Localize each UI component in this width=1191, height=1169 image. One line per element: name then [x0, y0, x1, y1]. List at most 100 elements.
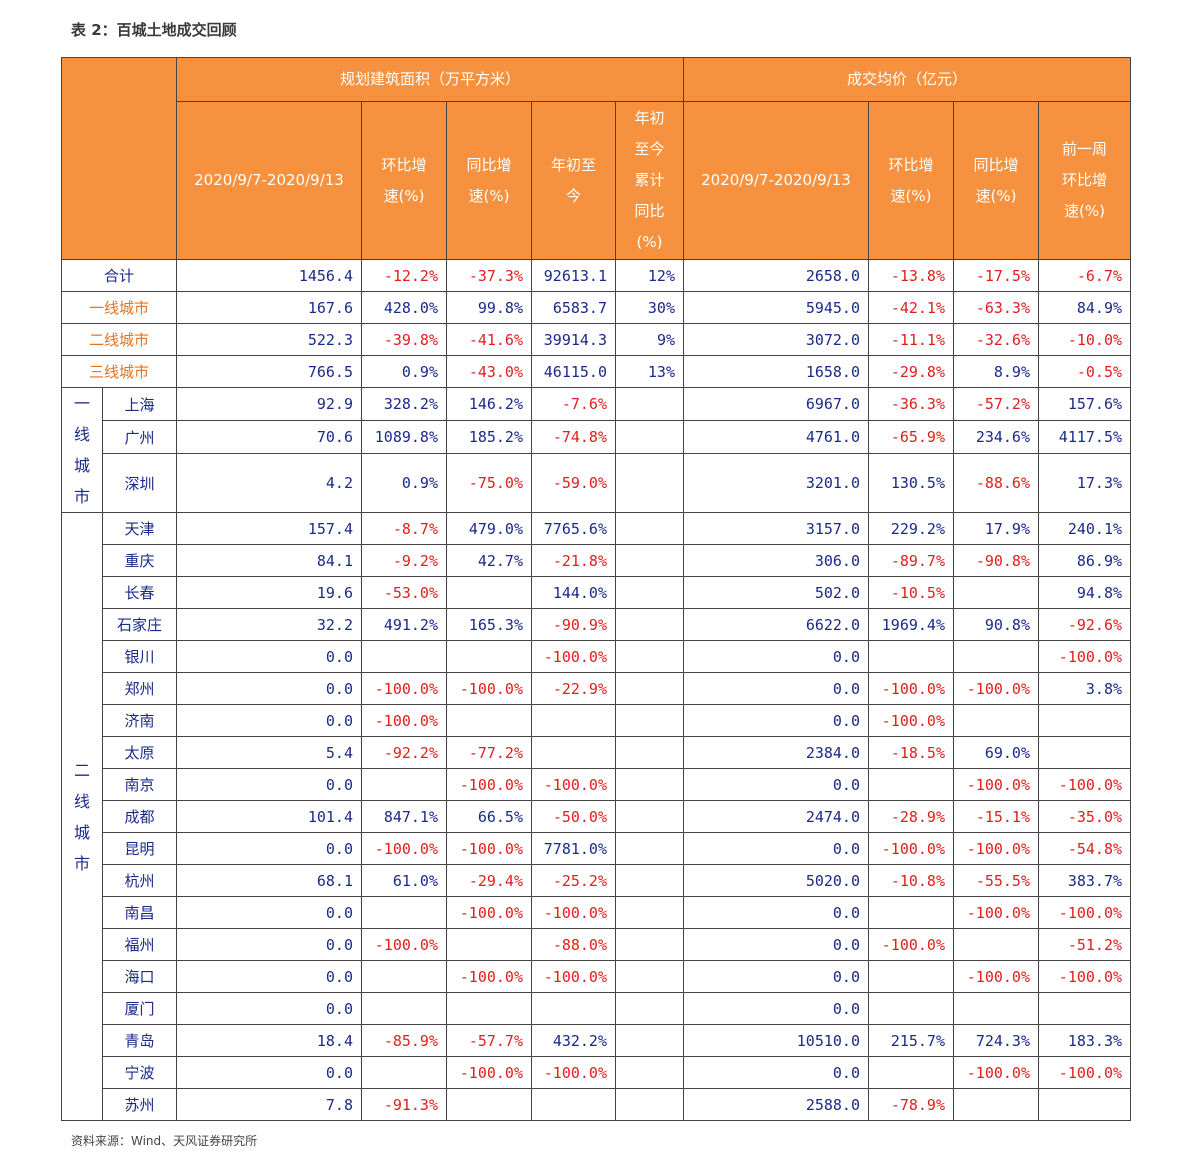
table-cell: -13.8% — [868, 259, 954, 292]
header-group-area: 规划建筑面积（万平方米） — [176, 57, 684, 102]
table-cell: -100.0% — [953, 768, 1039, 801]
table-cell: 0.0 — [683, 672, 869, 705]
table-cell: -18.5% — [868, 736, 954, 769]
city-name: 上海 — [102, 386, 177, 422]
table-cell: 0.0 — [176, 640, 362, 673]
table-cell: -57.2% — [953, 386, 1039, 422]
column-header: 同比增 速(%) — [446, 101, 532, 260]
table-cell: -28.9% — [868, 800, 954, 833]
table-cell: -100.0% — [446, 1056, 532, 1089]
table-cell: -100.0% — [1037, 768, 1132, 801]
table-cell: 66.5% — [446, 800, 532, 833]
table-cell: 69.0% — [953, 736, 1039, 769]
city-name: 昆明 — [102, 832, 177, 865]
table-cell: 4.2 — [176, 453, 362, 513]
city-name: 广州 — [102, 420, 177, 455]
table-cell: 2384.0 — [683, 736, 869, 769]
table-cell: -100.0% — [446, 960, 532, 993]
table-cell: -35.0% — [1037, 800, 1132, 833]
table-row: 福州 0.0 -100.0% -88.0% 0.0 -100.0% -51.2% — [62, 928, 1132, 961]
table-cell — [615, 420, 684, 455]
table-row: 太原 5.4 -92.2% -77.2% 2384.0 -18.5% 69.0% — [62, 736, 1132, 769]
table-cell: 7.8 — [176, 1088, 362, 1121]
table-row: 深圳 4.2 0.9% -75.0% -59.0% 3201.0 130.5% -88.6% 1… — [62, 453, 1132, 513]
table-cell: -100.0% — [361, 672, 447, 705]
table-cell: 2588.0 — [683, 1088, 869, 1121]
table-cell — [446, 640, 532, 673]
city-name: 石家庄 — [102, 608, 177, 641]
table-cell — [361, 1056, 447, 1089]
table-cell: 240.1% — [1037, 512, 1132, 545]
table-cell — [361, 992, 447, 1025]
table-cell: 8.9% — [953, 355, 1039, 388]
table-cell: -10.5% — [868, 576, 954, 609]
table-cell: -6.7% — [1037, 259, 1132, 292]
table-cell: -89.7% — [868, 544, 954, 577]
table-row: 一线城市上海 92.9 328.2% 146.2% -7.6% 6967.0 -36.3% -… — [61, 386, 1132, 513]
table-cell — [615, 1056, 684, 1089]
table-row: 南京 0.0 -100.0% -100.0% 0.0 -100.0% -100.0% — [62, 768, 1132, 801]
table-cell: 61.0% — [361, 864, 447, 897]
table-cell: 1456.4 — [176, 259, 362, 292]
table-cell: -53.0% — [361, 576, 447, 609]
table-cell: 0.9% — [361, 355, 447, 388]
table-cell — [1037, 704, 1132, 737]
table-cell: 86.9% — [1037, 544, 1132, 577]
table-cell: 0.0 — [176, 768, 362, 801]
table-cell: 0.0 — [683, 960, 869, 993]
table-cell: 17.3% — [1037, 453, 1132, 513]
table-cell — [446, 576, 532, 609]
table-cell: 99.8% — [446, 291, 532, 324]
table-cell: 0.0 — [683, 768, 869, 801]
table-cell: -100.0% — [531, 640, 616, 673]
table-cell: 6967.0 — [683, 386, 869, 422]
table-cell: 130.5% — [868, 453, 954, 513]
table-cell: 9% — [615, 323, 684, 356]
table-cell: -43.0% — [446, 355, 532, 388]
city-name: 宁波 — [102, 1056, 177, 1089]
table-cell: 479.0% — [446, 512, 532, 545]
table-cell: 724.3% — [953, 1024, 1039, 1057]
table-cell: -15.1% — [953, 800, 1039, 833]
table-cell: -42.1% — [868, 291, 954, 324]
table-cell: -100.0% — [1037, 640, 1132, 673]
table-cell: -0.5% — [1037, 355, 1132, 388]
table-cell — [615, 512, 684, 545]
table-row: 昆明 0.0 -100.0% -100.0% 7781.0% 0.0 -100.0% -100… — [62, 832, 1132, 865]
table-cell — [531, 704, 616, 737]
column-header: 前一周 环比增 速(%) — [1037, 101, 1132, 260]
table-cell: 306.0 — [683, 544, 869, 577]
table-cell: -25.2% — [531, 864, 616, 897]
table-cell: 491.2% — [361, 608, 447, 641]
table-cell: -9.2% — [361, 544, 447, 577]
table-cell: 185.2% — [446, 420, 532, 455]
table-cell — [615, 640, 684, 673]
city-name: 济南 — [102, 704, 177, 737]
city-name: 重庆 — [102, 544, 177, 577]
table-row: 一线城市 167.6 428.0% 99.8% 6583.7 30% 5945.0 -42.1… — [61, 291, 1132, 324]
table-cell: 0.0 — [683, 704, 869, 737]
table-cell: 6622.0 — [683, 608, 869, 641]
table-cell — [953, 704, 1039, 737]
table-cell: -100.0% — [531, 1056, 616, 1089]
city-name: 郑州 — [102, 672, 177, 705]
column-header: 同比增 速(%) — [953, 101, 1039, 260]
table-cell — [953, 640, 1039, 673]
table-cell: 0.0 — [176, 896, 362, 929]
table-cell — [1037, 1088, 1132, 1121]
table-cell — [868, 896, 954, 929]
table-cell: 766.5 — [176, 355, 362, 388]
table-cell: -100.0% — [361, 928, 447, 961]
table-cell: 428.0% — [361, 291, 447, 324]
table-cell: 165.3% — [446, 608, 532, 641]
city-name: 银川 — [102, 640, 177, 673]
table-cell: -100.0% — [868, 928, 954, 961]
table-cell: -100.0% — [953, 896, 1039, 929]
table-cell: -74.8% — [531, 420, 616, 455]
table-cell: -17.5% — [953, 259, 1039, 292]
table-cell: -100.0% — [446, 768, 532, 801]
table-cell: 432.2% — [531, 1024, 616, 1057]
table-cell: -65.9% — [868, 420, 954, 455]
header-group-price: 成交均价（亿元） — [682, 57, 1132, 102]
table-cell: -57.7% — [446, 1024, 532, 1057]
